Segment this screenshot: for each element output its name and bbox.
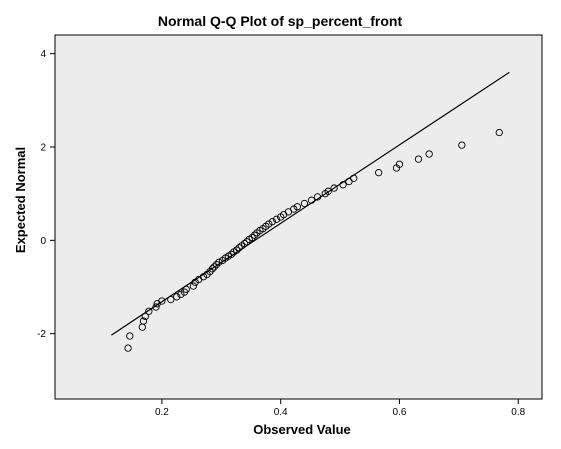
data-point [250,231,259,239]
data-point [227,250,236,258]
data-point [293,203,301,211]
data-points [124,128,503,352]
data-point [199,273,208,281]
data-point [210,263,218,271]
data-point [208,265,217,273]
plot-area [54,34,543,400]
x-tick-label: 0.2 [155,407,169,418]
x-axis-title: Observed Value [253,422,351,437]
data-point [124,344,132,352]
data-point [290,205,298,213]
data-point [414,155,423,163]
data-point [145,307,153,315]
data-point [313,193,322,201]
data-point [425,150,433,158]
x-tick-label: 0.4 [274,407,288,418]
data-point [243,238,251,246]
data-point [300,199,309,208]
reference-line [111,71,510,336]
data-point [339,181,347,189]
data-point [330,184,338,192]
y-axis: -2 0 2 4 [37,49,55,340]
x-tick-label: 0.6 [393,407,407,418]
data-point [233,246,241,254]
y-tick-label: 2 [40,143,46,154]
y-axis-title: Expected Normal [13,147,28,253]
data-point [458,141,466,149]
data-point [324,187,332,195]
data-point [126,332,134,340]
y-tick-label: 0 [40,236,46,247]
data-point [212,260,221,269]
data-point [268,218,277,226]
y-tick-label: -2 [37,329,46,340]
data-point [272,215,281,223]
data-point [375,169,383,177]
data-point [240,239,249,248]
data-point [139,317,148,325]
data-point [395,160,404,168]
data-point [189,282,198,290]
x-axis: 0.2 0.4 0.6 0.8 [155,399,526,418]
data-point [158,297,166,305]
chart-title: Normal Q-Q Plot of sp_percent_front [158,13,403,29]
y-tick-label: 4 [40,49,46,60]
data-point [307,196,316,204]
data-point [177,290,185,299]
data-point [215,258,223,266]
data-point [235,244,243,252]
data-point [167,295,175,304]
data-point [152,303,160,311]
data-point [182,285,190,293]
data-point [495,128,503,137]
x-tick-label: 0.8 [511,407,525,418]
data-point [173,293,181,301]
data-point [141,312,149,321]
data-point [350,174,358,182]
data-point [265,220,273,228]
data-point [248,233,256,242]
